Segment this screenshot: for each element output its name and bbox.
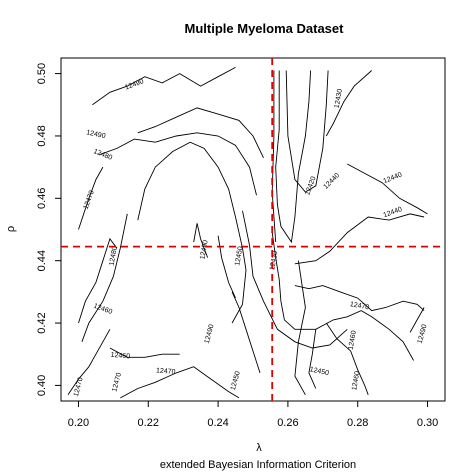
contour-label: 12490 [417, 324, 429, 345]
contour-line-12440 [325, 70, 372, 137]
contour-label: 12450 [234, 246, 244, 266]
contour-line-12500 [217, 235, 236, 299]
y-tick-label: 0.48 [36, 125, 48, 146]
contour-label: 12440 [322, 172, 341, 191]
y-tick-label: 0.42 [36, 312, 48, 333]
contour-label: 12460 [92, 303, 113, 316]
contour-line-12480 [231, 291, 261, 374]
contour-label: 12470 [156, 367, 176, 376]
contour-label: 12480 [92, 148, 113, 162]
contour-line-12470 [294, 285, 425, 312]
y-tick-label: 0.44 [36, 250, 48, 271]
y-tick-label: 0.50 [36, 63, 48, 84]
plot-frame [60, 57, 446, 402]
contour-label: 12440 [382, 171, 403, 185]
contour-line-12440 [294, 213, 425, 265]
x-tick-label: 0.28 [347, 417, 368, 429]
x-tick-label: 0.30 [417, 417, 438, 429]
contour-label: 12490 [204, 324, 216, 345]
contour-line-12430 [275, 70, 312, 244]
contour-label: 12490 [199, 240, 209, 260]
contour-line-12490 [92, 67, 236, 106]
contour-label: 12430 [269, 250, 279, 270]
contour-label: 12470 [111, 372, 123, 393]
y-axis-title: ρ [5, 226, 17, 232]
contour-label: 12490 [86, 129, 107, 140]
contour-line-12460 [81, 213, 128, 342]
contour-line-12470 [78, 166, 104, 230]
contour-line-12430 [271, 70, 277, 243]
contour-line-12460 [242, 210, 348, 349]
contour-line-12500 [137, 141, 247, 324]
chart-title: Multiple Myeloma Dataset [185, 21, 345, 36]
contour-line-12480 [99, 132, 257, 196]
x-tick-label: 0.20 [68, 417, 89, 429]
contour-line-12480 [78, 237, 118, 324]
contour-line-12460 [325, 322, 369, 395]
contour-label: 12460 [348, 330, 358, 350]
chart-subtitle: extended Bayesian Information Criterion [160, 459, 356, 471]
contour-line-12470 [120, 366, 240, 399]
contour-line-12420 [285, 70, 329, 193]
contour-label: 12450 [230, 370, 242, 391]
y-axis: 0.40 0.42 0.44 0.46 0.48 0.50 [36, 63, 61, 396]
contour-label: 12470 [83, 190, 96, 211]
contour-line-12510 [193, 223, 209, 258]
x-tick-label: 0.22 [138, 417, 159, 429]
x-axis-title: λ [256, 442, 262, 454]
contour-line-12450 [308, 329, 317, 389]
contour-line-12450 [294, 260, 306, 396]
reference-lines [61, 58, 445, 401]
contour-line-12460 [109, 347, 180, 358]
contour-line-12490 [409, 307, 425, 333]
contour-label: 12430 [334, 88, 344, 108]
x-tick-label: 0.26 [277, 417, 298, 429]
contour-layer [67, 67, 428, 399]
contour-label: 12480 [109, 246, 119, 266]
contour-label: 12470 [73, 377, 85, 398]
contour-line-12490 [137, 107, 264, 158]
y-tick-label: 0.46 [36, 188, 48, 209]
contour-line-12440 [271, 232, 414, 361]
contour-label: 12490 [124, 78, 145, 91]
contour-line-12470 [67, 329, 111, 396]
x-axis: 0.20 0.22 0.24 0.26 0.28 0.30 [68, 401, 438, 429]
contour-label: 12460 [110, 352, 130, 361]
contour-label: 12470 [349, 301, 369, 311]
contour-line-12440 [347, 163, 428, 215]
x-tick-label: 0.24 [207, 417, 228, 429]
contour-label: 12460 [351, 370, 361, 390]
contour-label: 12450 [309, 366, 330, 377]
y-tick-label: 0.40 [36, 375, 48, 396]
